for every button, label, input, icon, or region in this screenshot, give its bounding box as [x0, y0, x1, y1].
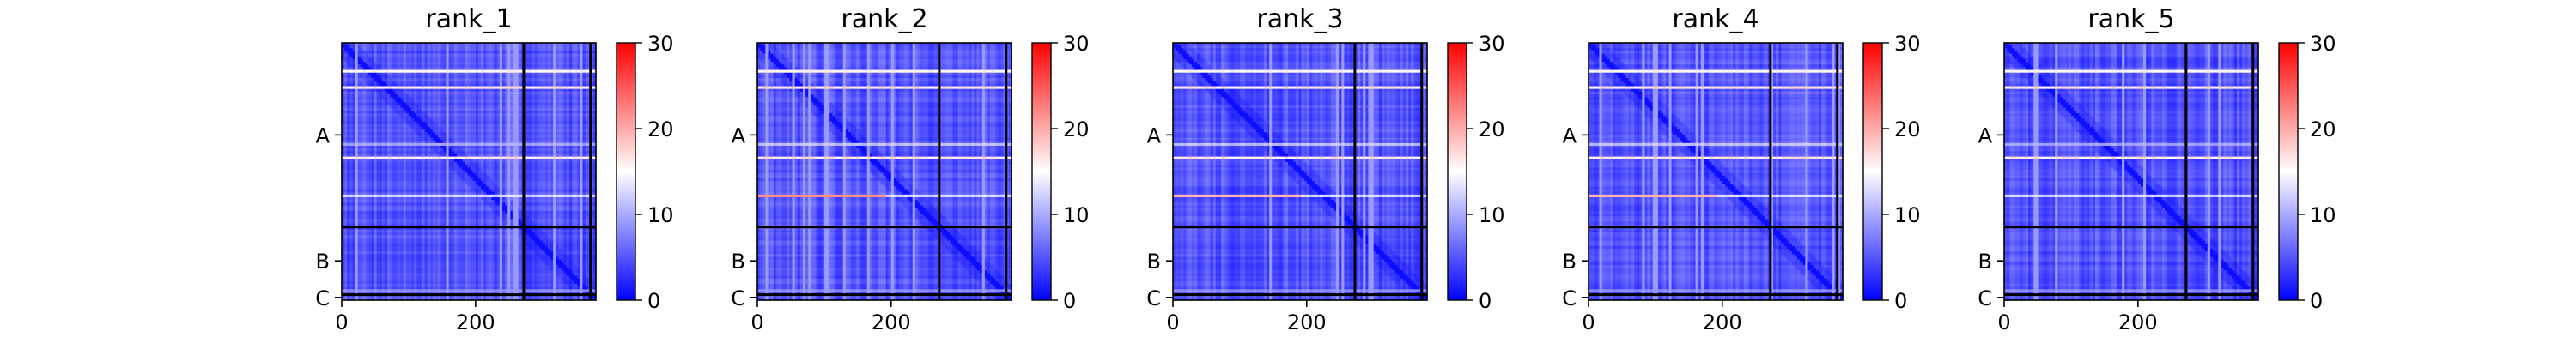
- heatmap-cells: [342, 43, 597, 301]
